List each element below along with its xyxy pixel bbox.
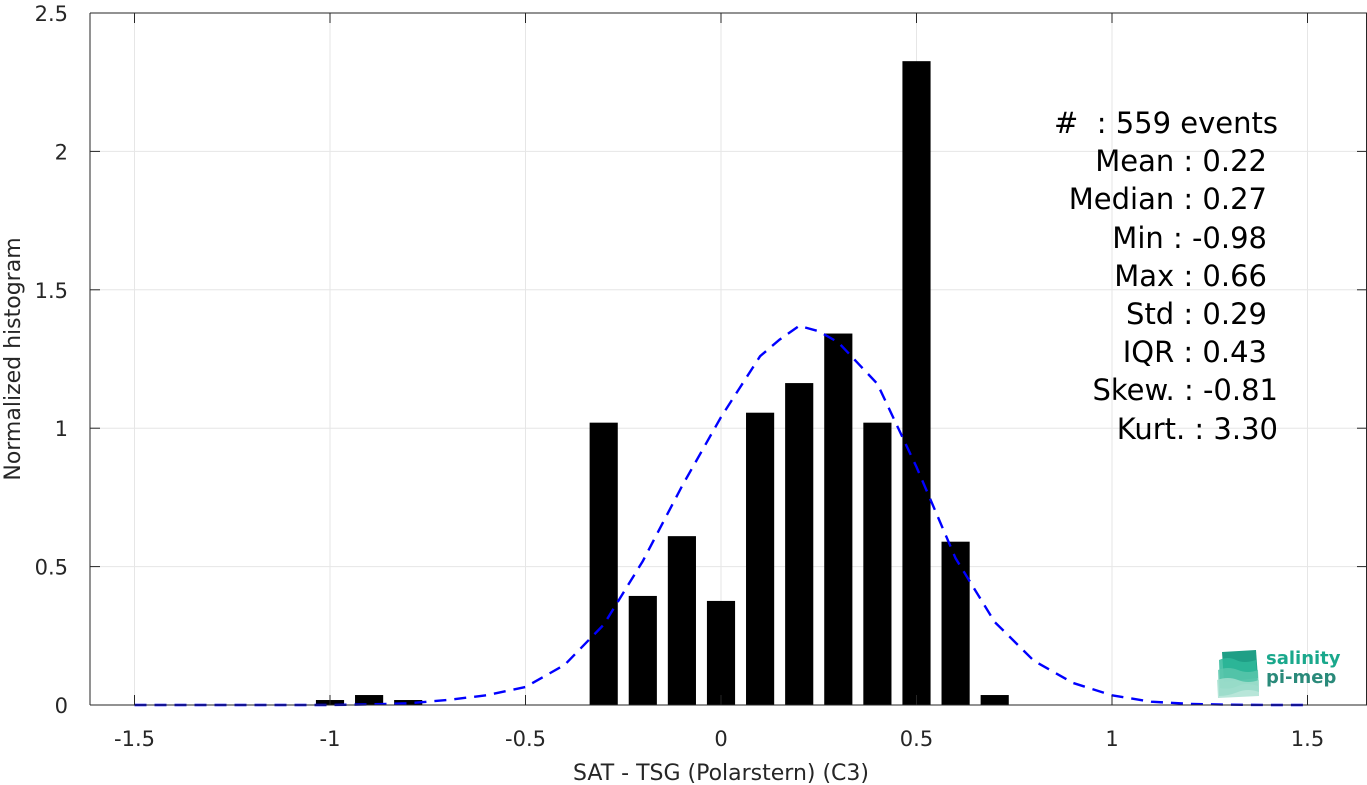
histogram-bar xyxy=(746,412,775,705)
stat-std: Std : 0.29 xyxy=(1126,297,1267,331)
stat-min: Min : -0.98 xyxy=(1112,221,1267,255)
histogram-bar xyxy=(394,700,423,705)
stat-iqr: IQR : 0.43 xyxy=(1123,335,1267,369)
histogram-bar xyxy=(863,422,892,705)
x-tick-label: -1 xyxy=(320,727,341,751)
waves-logo-icon xyxy=(1217,650,1259,698)
stat-events: # : 559 events xyxy=(1054,106,1278,140)
histogram-bar xyxy=(589,422,618,705)
y-tick-label: 0.5 xyxy=(35,556,68,580)
histogram-bar xyxy=(980,695,1009,705)
histogram-bars xyxy=(315,61,1009,705)
histogram-bar xyxy=(355,695,384,705)
y-tick-label: 0 xyxy=(55,694,68,718)
histogram-bar xyxy=(667,536,696,705)
stat-median: Median : 0.27 xyxy=(1069,182,1267,216)
stat-mean: Mean : 0.22 xyxy=(1095,144,1267,178)
stat-kurt: Kurt. : 3.30 xyxy=(1117,412,1278,446)
tick-labels: -1.5 -1 -0.5 0 0.5 1 1.5 0 0.5 1 1.5 2 2.5 xyxy=(35,2,1325,751)
histogram-bar xyxy=(941,541,970,705)
x-tick-label: 0 xyxy=(714,727,727,751)
logo-text-salinity: salinity xyxy=(1266,648,1341,669)
y-tick-label: 1.5 xyxy=(35,279,68,303)
histogram-bar xyxy=(785,383,814,705)
y-tick-label: 2 xyxy=(55,140,68,164)
statistics-box: # : 559 events Mean : 0.22 Median : 0.27… xyxy=(1054,106,1278,446)
stat-skew: Skew. : -0.81 xyxy=(1092,373,1278,407)
y-tick-label: 2.5 xyxy=(35,2,68,26)
y-axis-label: Normalized histogram xyxy=(1,237,26,480)
x-tick-label: -0.5 xyxy=(505,727,546,751)
salinity-pi-mep-logo: salinity pi-mep xyxy=(1216,646,1346,698)
stat-max: Max : 0.66 xyxy=(1114,259,1267,293)
histogram-bar xyxy=(902,61,931,705)
histogram-bar xyxy=(628,595,657,705)
histogram-bar xyxy=(824,333,853,705)
x-tick-label: 1 xyxy=(1105,727,1118,751)
x-tick-label: -1.5 xyxy=(114,727,155,751)
x-tick-label: 0.5 xyxy=(900,727,933,751)
y-tick-label: 1 xyxy=(55,417,68,441)
x-tick-label: 1.5 xyxy=(1291,727,1324,751)
logo-text-pi-mep: pi-mep xyxy=(1266,667,1337,688)
x-axis-label: SAT - TSG (Polarstern) (C3) xyxy=(573,761,869,785)
histogram-bar xyxy=(706,600,736,705)
